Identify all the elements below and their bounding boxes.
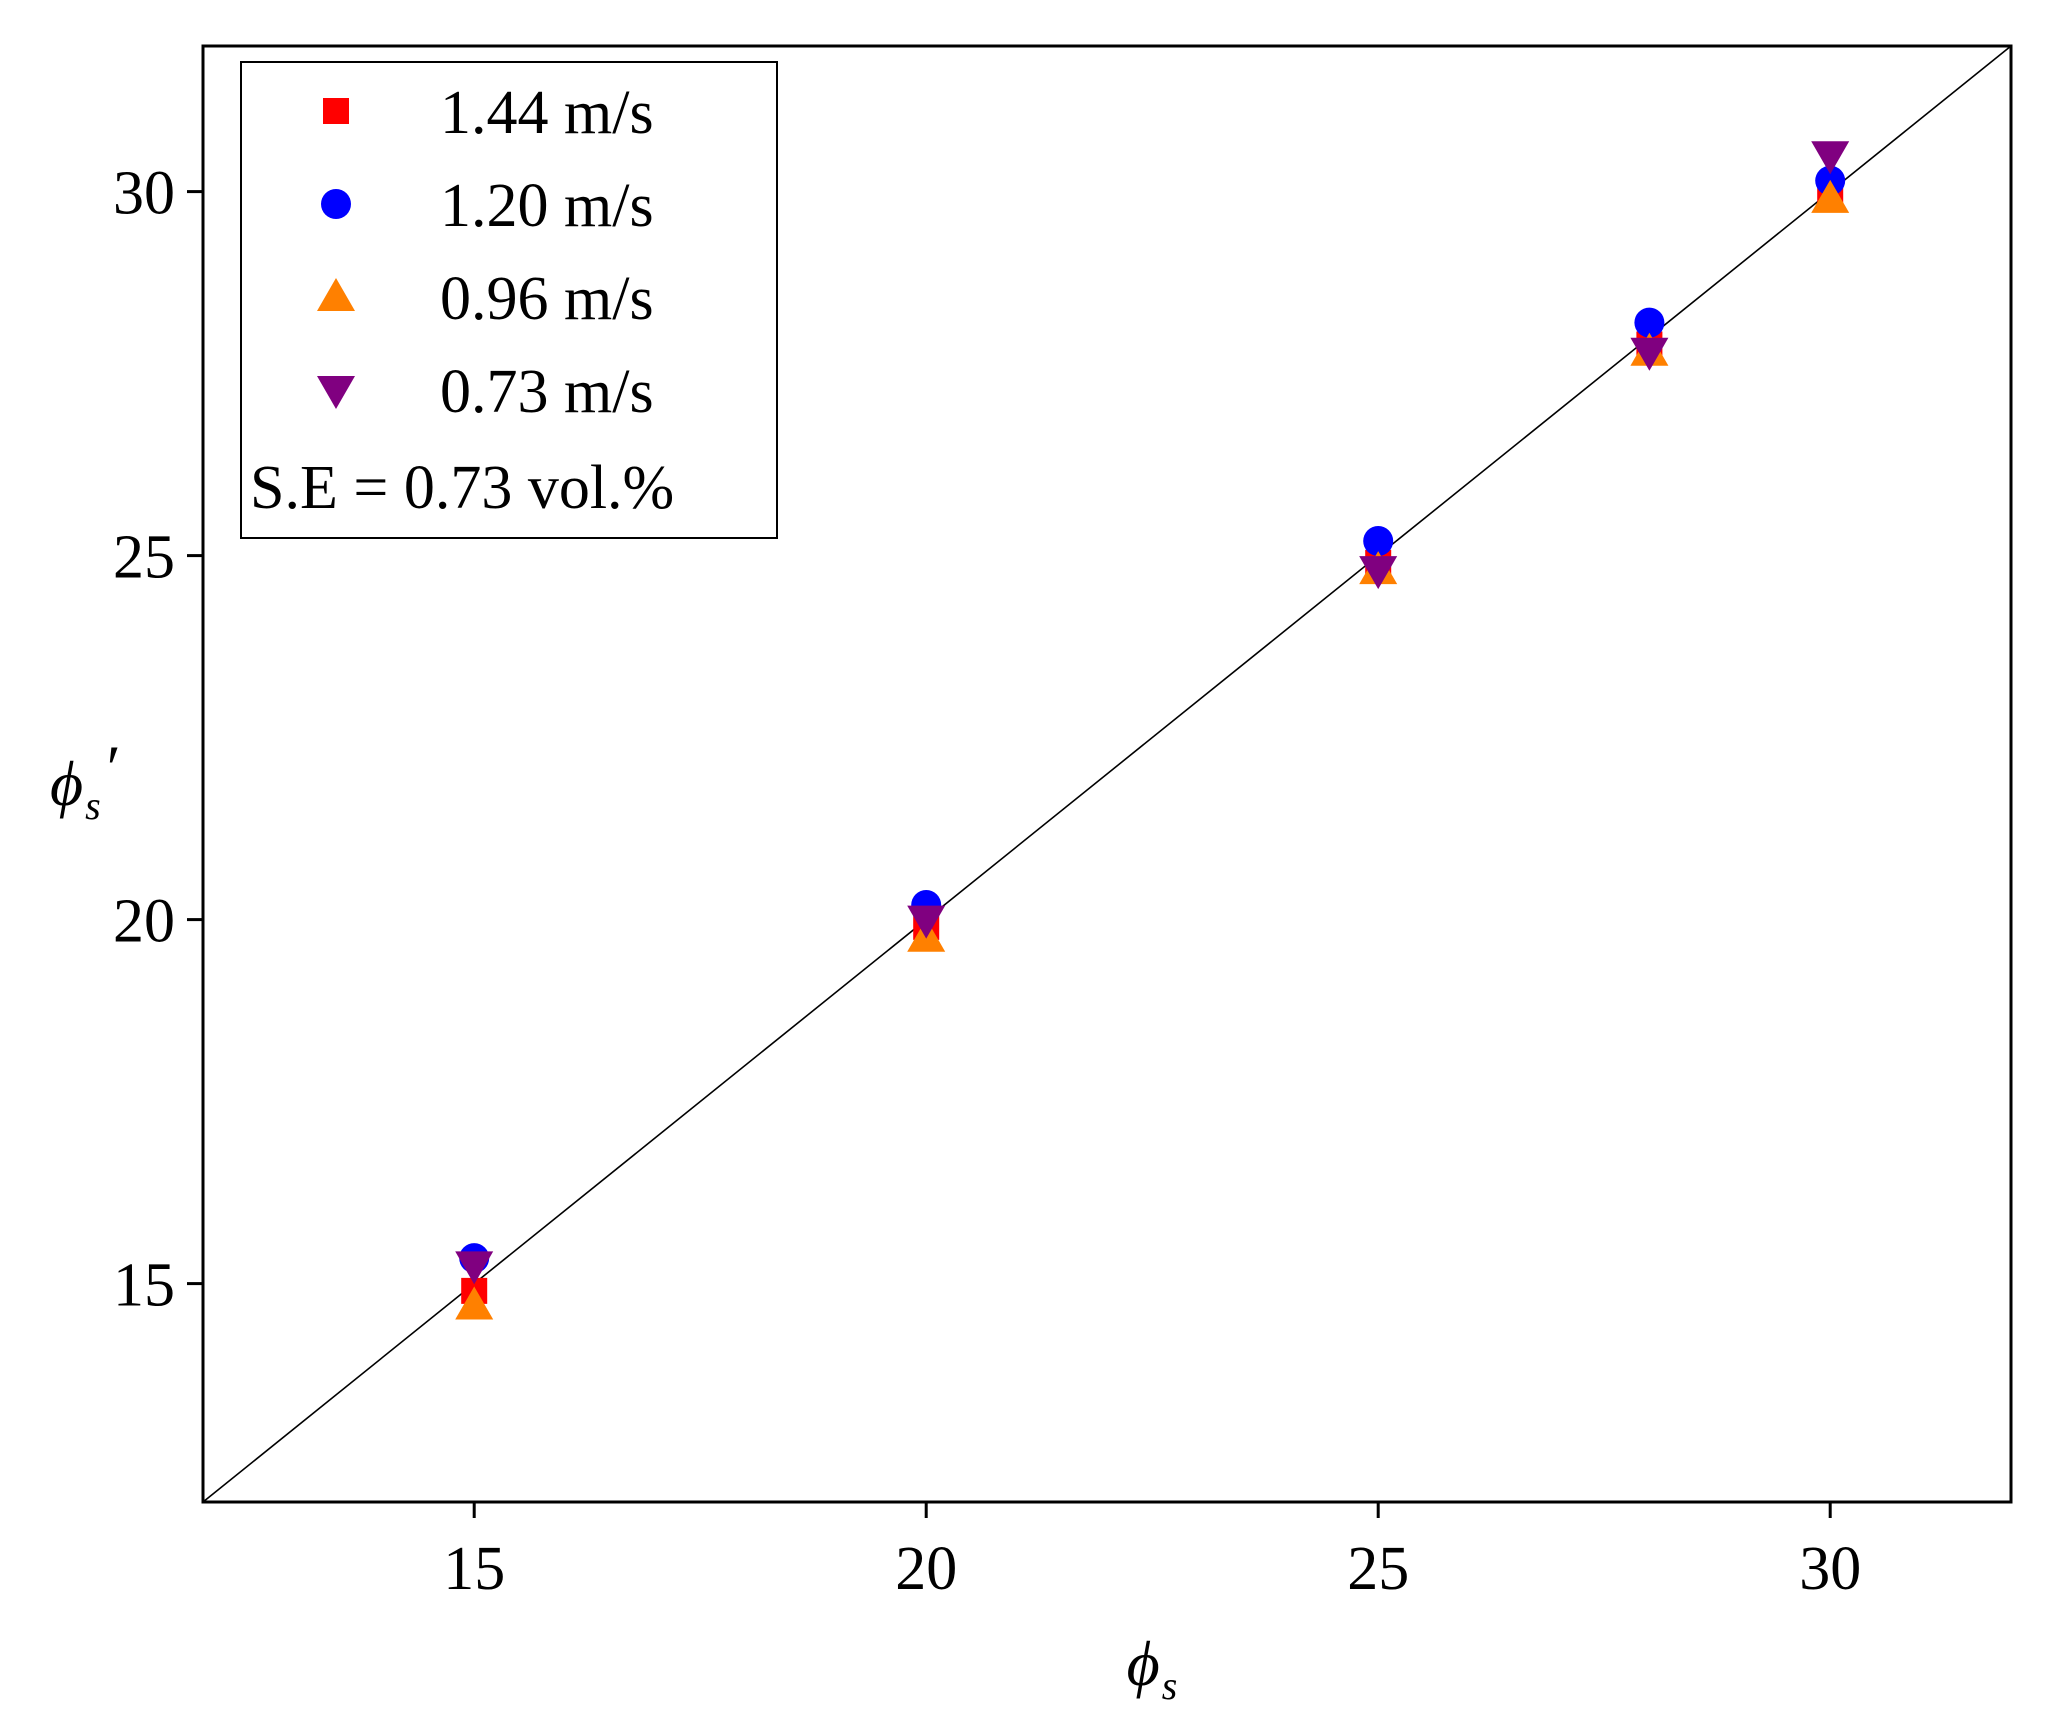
x-tick-label: 25 — [1347, 1535, 1409, 1603]
x-axis-ticks: 15 20 25 30 — [443, 1502, 1861, 1603]
y-tick-label: 15 — [113, 1252, 175, 1320]
y-tick-label: 25 — [113, 524, 175, 592]
legend-label-1-20-m-s: 1.20 m/s — [440, 172, 654, 240]
y-axis-ticks: 15 20 25 30 — [113, 160, 203, 1320]
reference-line-y-equals-x — [202, 45, 2012, 1503]
data-point-0-73-m-s-0 — [455, 1251, 494, 1285]
data-point-0-73-m-s-4 — [1811, 141, 1850, 175]
legend-marker-1-44-m-s — [323, 98, 349, 124]
legend-item-1-20-m-s: 1.20 m/s — [321, 172, 654, 240]
y-axis-label-symbol: ϕ — [50, 748, 83, 819]
legend-marker-0-73-m-s — [317, 376, 355, 409]
y-tick-label: 20 — [113, 888, 175, 956]
x-axis-label: ϕs — [1127, 1628, 1178, 1708]
plot-area-frame — [201, 44, 2013, 1504]
data-point-1-20-m-s-2 — [1363, 526, 1394, 557]
y-axis-label-prime: ′ — [103, 732, 118, 803]
legend-item-1-44-m-s: 1.44 m/s — [323, 79, 654, 147]
data-point-0-96-m-s-4 — [1811, 179, 1850, 213]
legend: 1.44 m/s 1.20 m/s 0.96 m/s 0.73 m/s S.E = 0… — [240, 61, 778, 539]
data-point-0-73-m-s-3 — [1630, 337, 1669, 371]
legend-label-1-44-m-s: 1.44 m/s — [440, 79, 654, 147]
legend-label-0-96-m-s: 0.96 m/s — [440, 265, 654, 333]
y-tick-label: 30 — [113, 160, 175, 228]
legend-label-0-73-m-s: 0.73 m/s — [440, 358, 654, 426]
x-tick-label: 15 — [443, 1535, 505, 1603]
data-point-1-20-m-s-3 — [1634, 307, 1665, 338]
reference-line-layer — [202, 45, 2012, 1503]
x-tick-label: 20 — [895, 1535, 957, 1603]
series-0-73-m-s — [455, 141, 1850, 1285]
legend-marker-0-96-m-s — [317, 278, 355, 311]
data-point-0-73-m-s-1 — [907, 905, 946, 939]
legend-items: 1.44 m/s 1.20 m/s 0.96 m/s 0.73 m/s — [317, 79, 654, 426]
data-point-0-96-m-s-0 — [455, 1286, 494, 1320]
legend-annotation-se: S.E = 0.73 vol.% — [250, 454, 674, 522]
legend-marker-1-20-m-s — [321, 189, 351, 219]
data-point-0-73-m-s-2 — [1359, 556, 1398, 590]
x-axis-label-symbol: ϕ — [1127, 1628, 1160, 1699]
x-tick-label: 30 — [1799, 1535, 1861, 1603]
legend-item-0-73-m-s: 0.73 m/s — [317, 358, 654, 426]
legend-item-0-96-m-s: 0.96 m/s — [317, 265, 654, 333]
y-axis-label: ϕs′ — [50, 732, 118, 828]
data-points-layer — [455, 141, 1850, 1320]
y-axis-label-subscript: s — [85, 783, 101, 828]
x-axis-label-subscript: s — [1162, 1663, 1178, 1708]
